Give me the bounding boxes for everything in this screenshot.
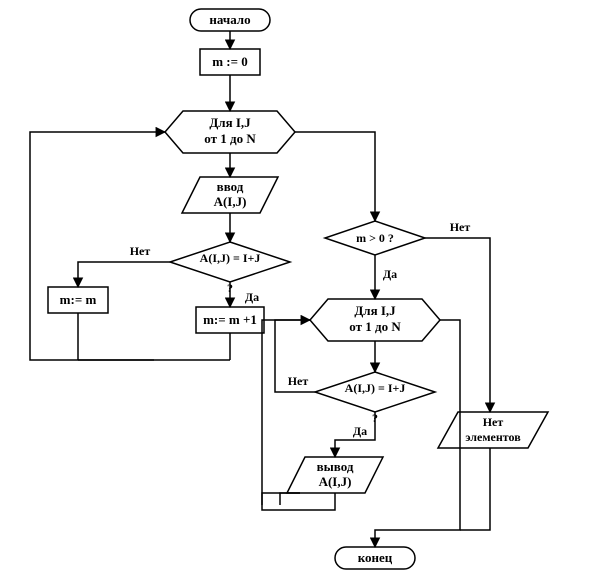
label-net3: Нет (288, 374, 309, 388)
loop2-line1: Для I,J (354, 303, 396, 318)
node-mm1: m:= m +1 (196, 307, 264, 333)
node-start: начало (190, 9, 270, 31)
loop2-line2: от 1 до N (349, 319, 401, 334)
loop1-line1: Для I,J (209, 115, 251, 130)
input-line1: ввод (217, 179, 244, 194)
output-line1: вывод (317, 459, 354, 474)
node-output: вывод A(I,J) (287, 457, 383, 493)
cond2-label: m > 0 ? (356, 231, 394, 245)
flowchart-canvas: начало m := 0 Для I,J от 1 до N ввод A(I… (0, 0, 599, 586)
node-m0: m := 0 (200, 49, 260, 75)
label-net1: Нет (130, 244, 151, 258)
noel-line1: Нет (483, 415, 504, 429)
node-loop1: Для I,J от 1 до N (165, 111, 295, 153)
label-da1: Да (245, 290, 259, 304)
edges (30, 31, 490, 547)
label-net2: Нет (450, 220, 471, 234)
label-da3: Да (353, 424, 367, 438)
m0-label: m := 0 (212, 54, 248, 69)
node-noel: Нет элементов (438, 412, 548, 448)
node-end: конец (335, 547, 415, 569)
input-line2: A(I,J) (214, 194, 247, 209)
node-loop2: Для I,J от 1 до N (310, 299, 440, 341)
node-mm: m:= m (48, 287, 108, 313)
node-input: ввод A(I,J) (182, 177, 278, 213)
loop1-line2: от 1 до N (204, 131, 256, 146)
noel-line2: элементов (465, 430, 521, 444)
node-cond2: m > 0 ? (325, 221, 425, 255)
cond1-line1: A(I,J) = I+J (200, 251, 261, 265)
start-label: начало (209, 12, 250, 27)
cond3-line1: A(I,J) = I+J (345, 381, 406, 395)
output-line2: A(I,J) (319, 474, 352, 489)
label-da2: Да (383, 267, 397, 281)
end-label: конец (358, 550, 393, 565)
mm-label: m:= m (60, 292, 97, 307)
mm1-label: m:= m +1 (203, 312, 257, 327)
